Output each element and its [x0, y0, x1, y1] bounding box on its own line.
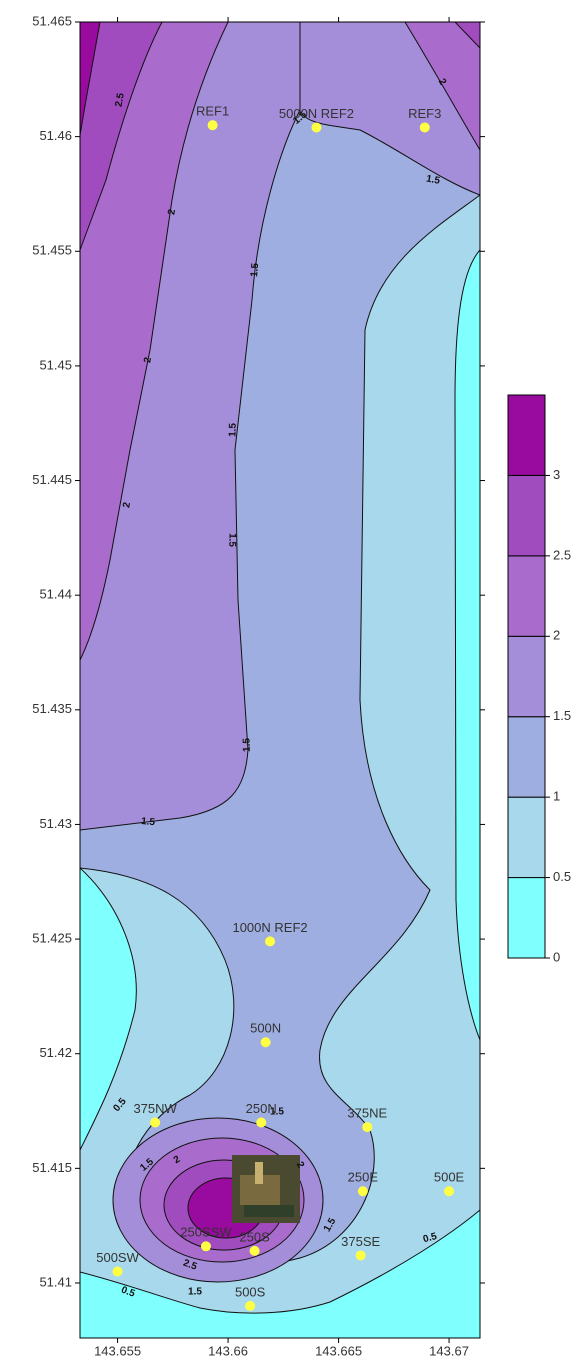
colorbar-label: 1 [553, 789, 560, 804]
contour-label: 1.5 [227, 422, 238, 437]
y-tick-label: 51.46 [39, 128, 72, 143]
station [362, 1122, 373, 1133]
station-label: REF3 [408, 106, 441, 121]
contour-label: 1.5 [425, 174, 441, 187]
colorbar-label: 3 [553, 467, 560, 482]
station [265, 936, 276, 947]
contour-label: 2.5 [182, 1258, 199, 1273]
y-tick-label: 51.455 [32, 243, 72, 258]
y-tick-label: 51.465 [32, 13, 72, 28]
contour-label: 1.5 [241, 737, 252, 752]
x-tick-label: 143.665 [315, 1343, 362, 1358]
station [256, 1117, 267, 1128]
colorbar-band [507, 394, 546, 476]
station-label: 500N [250, 1021, 281, 1036]
y-tick-label: 51.435 [32, 701, 72, 716]
colorbar-band [507, 796, 546, 879]
y-tick-label: 51.415 [32, 1160, 72, 1175]
colorbar-label: 2 [553, 628, 560, 643]
contour-label: 2 [142, 356, 154, 364]
station [357, 1186, 368, 1197]
colorbar-label: 0.5 [553, 869, 571, 884]
contour-label: 2 [436, 77, 449, 88]
band [80, 22, 480, 1283]
contour-label: 1.5 [141, 816, 156, 828]
contour-label: 2 [121, 501, 133, 509]
colorbar-label: 1.5 [553, 708, 571, 723]
colorbar-band [507, 555, 546, 637]
plot-frame [79, 21, 481, 1339]
contour-label: 2 [294, 1160, 307, 1171]
station-label: 500S [235, 1284, 266, 1299]
x-tick-label: 143.67 [429, 1343, 469, 1358]
station [150, 1117, 161, 1128]
station [355, 1250, 366, 1261]
contour-label: 2.5 [114, 92, 127, 108]
contour-label: 2 [172, 1154, 183, 1167]
contour-label: 1.5 [226, 533, 237, 548]
station [444, 1186, 455, 1197]
station-label: 250SSW [180, 1225, 232, 1240]
y-tick-label: 51.44 [39, 587, 72, 602]
station-label: 250E [348, 1170, 379, 1185]
colorbar-band [507, 877, 546, 959]
colorbar-label: 2.5 [553, 547, 571, 562]
x-tick-label: 143.66 [208, 1343, 248, 1358]
colorbar-label: 0 [553, 949, 560, 964]
photo [232, 1155, 300, 1223]
station-label: 375NW [133, 1101, 177, 1116]
y-tick-label: 51.43 [39, 816, 72, 831]
station-label: 1000N REF2 [232, 920, 307, 935]
station-label: 5000N REF2 [279, 106, 354, 121]
station [200, 1241, 211, 1252]
colorbar-band [507, 716, 546, 798]
contour-label: 1.5 [270, 1107, 284, 1118]
station-label: REF1 [196, 104, 229, 119]
contour-label: 1.5 [188, 1287, 202, 1298]
station [260, 1037, 271, 1048]
contour-map [80, 22, 480, 1338]
station [419, 122, 430, 133]
station [112, 1266, 123, 1277]
station-label: 375NE [347, 1106, 387, 1121]
contour-label: 1.5 [249, 262, 261, 277]
colorbar-band [507, 635, 546, 718]
y-tick-label: 51.41 [39, 1274, 72, 1289]
station-label: 375SE [341, 1234, 380, 1249]
y-tick-label: 51.425 [32, 931, 72, 946]
station-label: 250N [246, 1101, 277, 1116]
colorbar-band [507, 474, 546, 557]
contour-label: 2 [166, 208, 178, 216]
station [311, 122, 322, 133]
station-label: 250S [239, 1229, 270, 1244]
contour-label: 0.5 [120, 1285, 137, 1300]
y-tick-label: 51.42 [39, 1045, 72, 1060]
station-label: 500E [434, 1170, 465, 1185]
y-tick-label: 51.445 [32, 472, 72, 487]
station [249, 1245, 260, 1256]
station-label: 500SW [96, 1250, 139, 1265]
station [245, 1300, 256, 1311]
y-tick-label: 51.45 [39, 357, 72, 372]
contour-label: 0.5 [422, 1231, 439, 1245]
x-tick-label: 143.655 [94, 1343, 141, 1358]
station [207, 120, 218, 131]
